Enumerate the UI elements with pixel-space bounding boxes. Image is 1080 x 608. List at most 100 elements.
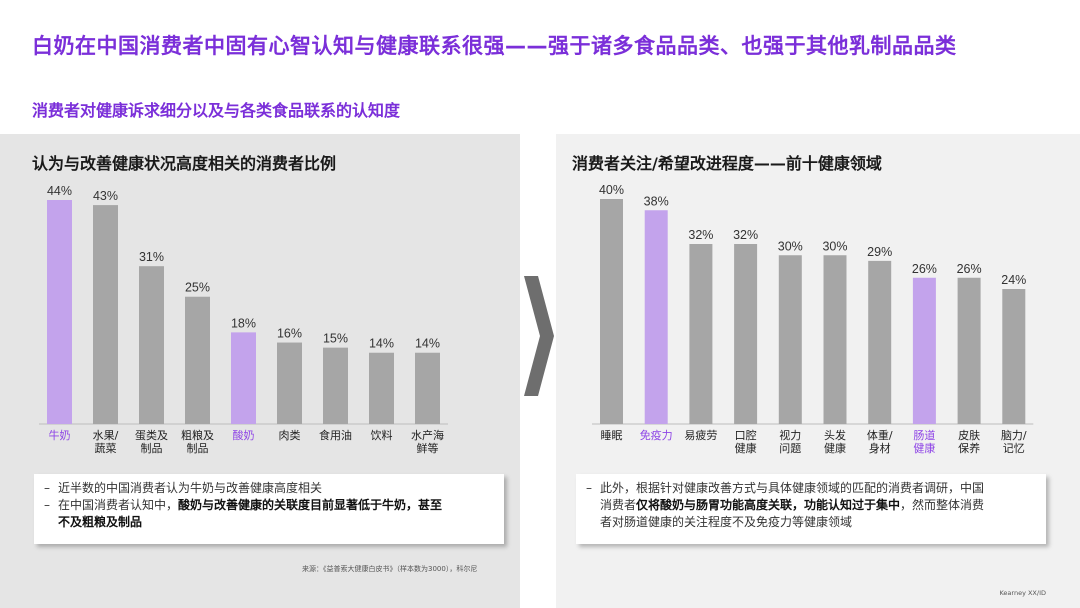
right-note-box: – 此外，根据针对健康改善方式与具体健康领域的匹配的消费者调研，中国 消费者仅将…: [576, 474, 1046, 544]
page-title: 白奶在中国消费者中固有心智认知与健康联系很强——强于诸多食品品类、也强于其他乳制…: [32, 34, 957, 58]
bar: [185, 296, 210, 424]
bar-value-label: 31%: [139, 250, 164, 264]
category-label: 肠道: [913, 428, 935, 442]
category-label: 问题: [779, 442, 801, 455]
category-label: 饮料: [371, 428, 393, 442]
source-note: 来源：《益普索大健康白皮书》（样本数为3000），科尔尼: [302, 565, 478, 573]
bar-value-label: 44%: [47, 184, 72, 198]
bullet-dash: –: [44, 498, 50, 512]
category-label: 体重/: [867, 428, 893, 442]
category-label: 保养: [958, 441, 980, 455]
bar-value-label: 16%: [277, 327, 302, 341]
bar: [778, 255, 802, 424]
category-label: 免疫力: [640, 428, 673, 442]
note-text-bold: 仅将酸奶与肠胃功能高度关联，功能认知过于集中: [636, 498, 901, 512]
left-chart-title: 认为与改善健康状况高度相关的消费者比例: [32, 154, 337, 173]
category-label: 头发: [824, 428, 846, 442]
bar: [957, 277, 981, 424]
page-subtitle: 消费者对健康诉求细分以及与各类食品联系的认知度: [32, 101, 401, 120]
category-label: 酸奶: [233, 428, 255, 442]
bar: [868, 260, 892, 424]
category-label: 记忆: [1003, 442, 1025, 455]
category-label: 水产海: [411, 428, 444, 442]
bar-value-label: 14%: [415, 337, 440, 351]
category-label: 粗粮及: [181, 428, 214, 442]
bar: [689, 244, 713, 424]
note-text: 此外，根据针对健康改善方式与具体健康领域的匹配的消费者调研，中国: [600, 481, 985, 495]
category-label: 皮肤: [958, 428, 980, 442]
bar: [600, 199, 623, 424]
bar-value-label: 26%: [957, 262, 982, 276]
bar: [644, 210, 668, 424]
note-line: 不及粗粮及制品: [44, 514, 494, 531]
bar: [415, 352, 440, 424]
bar: [139, 266, 164, 424]
category-label: 身材: [869, 441, 891, 455]
bar-value-label: 26%: [912, 262, 937, 276]
bar: [47, 200, 72, 424]
bar: [734, 244, 758, 424]
bullet-indent: [586, 514, 600, 531]
note-text: 消费者仅将酸奶与肠胃功能高度关联，功能认知过于集中，然而整体消费: [600, 497, 984, 514]
category-label: 口腔: [735, 428, 757, 442]
bar: [93, 205, 118, 424]
category-label: 脑力/: [1001, 429, 1027, 442]
bar-value-label: 43%: [93, 189, 118, 203]
note-text: 近半数的中国消费者认为牛奶与改善健康高度相关: [58, 481, 323, 495]
bar: [231, 332, 256, 424]
bar-value-label: 30%: [778, 239, 803, 253]
bar-value-label: 32%: [688, 228, 713, 242]
category-label: 睡眠: [601, 429, 623, 442]
bullet-dash: –: [44, 481, 50, 495]
bullet-dash: –: [586, 481, 592, 495]
category-label: 制品: [187, 442, 209, 455]
bar: [369, 352, 394, 424]
category-label: 蔬菜: [95, 442, 117, 455]
bar: [323, 347, 348, 424]
chevron-right-icon: [524, 276, 554, 396]
note-text: 在中国消费者认知中，酸奶与改善健康的关联度目前显著低于牛奶，甚至: [58, 497, 442, 514]
note-line: 者对肠道健康的关注程度不及免疫力等健康领域: [586, 514, 1036, 531]
bar-value-label: 15%: [323, 332, 348, 346]
bar-value-label: 14%: [369, 337, 394, 351]
bar-value-label: 40%: [599, 183, 624, 197]
category-label: 水果/: [93, 429, 119, 442]
note-line: 消费者仅将酸奶与肠胃功能高度关联，功能认知过于集中，然而整体消费: [586, 497, 1036, 514]
note-text-bold: 不及粗粮及制品: [58, 515, 143, 529]
note-text-plain: 消费者: [600, 498, 637, 512]
note-line: – 近半数的中国消费者认为牛奶与改善健康高度相关: [44, 480, 494, 497]
category-label: 健康: [913, 441, 935, 455]
category-label: 健康: [735, 441, 757, 455]
bar-value-label: 29%: [867, 245, 892, 259]
bar-value-label: 18%: [231, 316, 256, 330]
bar: [912, 277, 936, 424]
category-label: 食用油: [319, 428, 352, 442]
note-text-plain: ，然而整体消费: [900, 498, 985, 512]
note-text-plain: 在中国消费者认知中，: [58, 498, 179, 512]
bar: [277, 342, 302, 424]
category-label: 视力: [779, 428, 801, 442]
bar-value-label: 25%: [185, 281, 210, 295]
category-label: 肉类: [279, 428, 301, 442]
bar: [823, 255, 847, 424]
note-text-bold: 酸奶与改善健康的关联度目前显著低于牛奶，甚至: [178, 498, 443, 512]
bar-value-label: 24%: [1001, 273, 1026, 287]
category-label: 鲜等: [417, 441, 439, 455]
category-label: 蛋类及: [135, 428, 168, 442]
category-label: 易疲劳: [684, 428, 717, 442]
bar: [1002, 289, 1026, 424]
category-label: 健康: [824, 441, 846, 455]
footer-label: Kearney XX/ID: [999, 589, 1046, 597]
bar-value-label: 32%: [733, 228, 758, 242]
note-text: 者对肠道健康的关注程度不及免疫力等健康领域: [600, 515, 853, 529]
bullet-indent: [44, 514, 58, 531]
left-note-box: – 近半数的中国消费者认为牛奶与改善健康高度相关 – 在中国消费者认知中，酸奶与…: [34, 474, 504, 544]
bullet-indent: [586, 497, 600, 514]
category-label: 牛奶: [49, 428, 71, 442]
category-label: 制品: [141, 442, 163, 455]
note-line: – 在中国消费者认知中，酸奶与改善健康的关联度目前显著低于牛奶，甚至: [44, 497, 494, 514]
bar-value-label: 30%: [822, 239, 847, 253]
bar-value-label: 38%: [644, 194, 669, 208]
